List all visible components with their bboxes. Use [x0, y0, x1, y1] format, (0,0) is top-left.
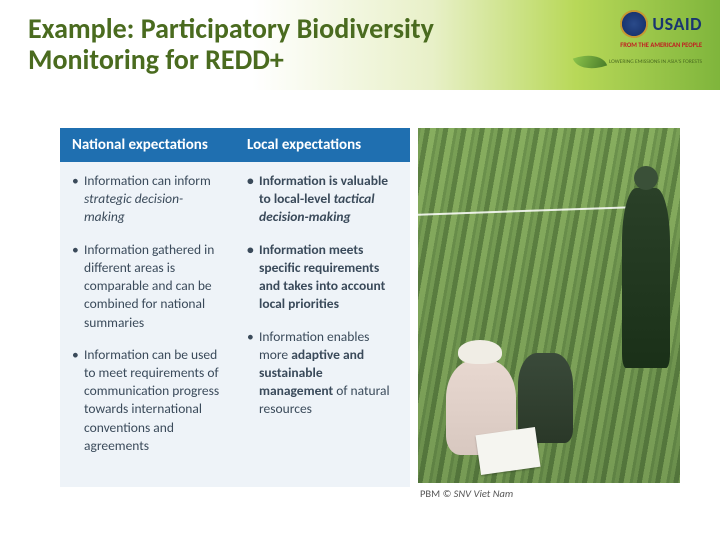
- photo-block: PBM © SNV Viet Nam: [418, 128, 680, 500]
- text-emphasis: strategic decision-making: [84, 190, 183, 225]
- local-column: Information is valuable to local-level t…: [235, 162, 410, 487]
- national-bullet-2: Information gathered in different areas …: [72, 241, 223, 332]
- local-bullet-1: Information is valuable to local-level t…: [247, 172, 398, 227]
- figure-standing: [622, 188, 670, 368]
- national-column: Information can inform strategic decisio…: [60, 162, 235, 487]
- expectations-table: National expectations Local expectations…: [60, 128, 410, 500]
- credit-text: © SNV Viet Nam: [440, 487, 513, 500]
- national-bullet-1: Information can inform strategic decisio…: [72, 172, 223, 227]
- usaid-logo: USAID: [620, 10, 702, 38]
- local-bullet-3: Information enables more adaptive and su…: [247, 328, 398, 419]
- leaf-icon: [573, 48, 607, 75]
- text-fragment: Information can inform: [84, 172, 211, 189]
- measuring-tape-graphic: [418, 206, 640, 216]
- table-header-row: National expectations Local expectations: [60, 128, 410, 162]
- national-bullet-3: Information can be used to meet requirem…: [72, 346, 223, 455]
- content-row: National expectations Local expectations…: [60, 128, 680, 500]
- usaid-seal-icon: [620, 10, 648, 38]
- logo-block: USAID FROM THE AMERICAN PEOPLE LOWERING …: [562, 10, 702, 76]
- slide-title: Example: Participatory Biodiversity Moni…: [28, 14, 508, 76]
- leaf-logo: LOWERING EMISSIONS IN ASIA'S FORESTS: [575, 53, 702, 71]
- usaid-tagline: FROM THE AMERICAN PEOPLE: [562, 41, 702, 49]
- table-body: Information can inform strategic decisio…: [60, 162, 410, 487]
- credit-label: PBM: [420, 487, 440, 500]
- local-bullet-2: Information meets specific requirements …: [247, 241, 398, 314]
- col-header-national: National expectations: [60, 128, 235, 162]
- field-monitoring-photo: [418, 128, 680, 483]
- photo-credit: PBM © SNV Viet Nam: [418, 483, 680, 500]
- clipboard-graphic: [476, 427, 541, 475]
- leaf-tagline: LOWERING EMISSIONS IN ASIA'S FORESTS: [609, 59, 702, 65]
- col-header-local: Local expectations: [235, 128, 410, 162]
- usaid-wordmark: USAID: [652, 13, 702, 35]
